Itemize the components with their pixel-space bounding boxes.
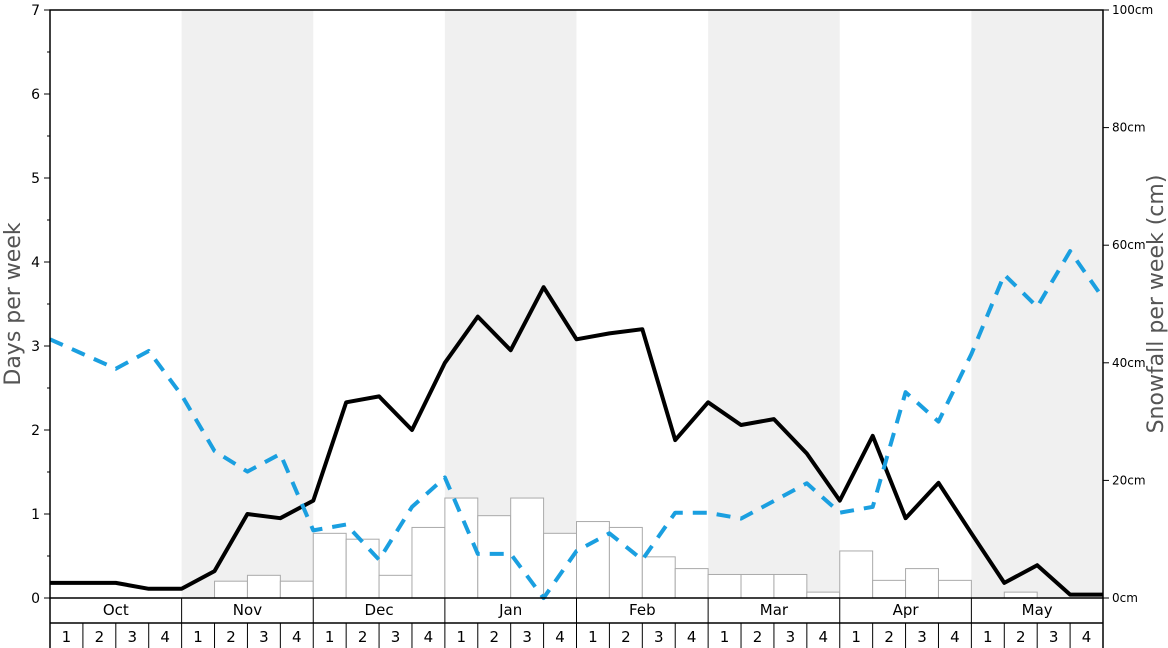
week-label: 2 (358, 628, 368, 646)
chart-lines (49, 249, 1105, 600)
snow-bar (246, 574, 281, 599)
snow-days-bars (214, 497, 1038, 599)
left-tick-label: 5 (31, 171, 40, 187)
month-label: Jan (498, 601, 522, 619)
right-tick-label: 20cm (1112, 473, 1146, 487)
month-band (971, 10, 1103, 598)
week-label: 3 (786, 628, 796, 646)
snow-bar (641, 556, 676, 599)
week-label: 4 (424, 628, 434, 646)
week-label: 2 (753, 628, 763, 646)
week-label: 4 (292, 628, 302, 646)
week-label: 2 (884, 628, 894, 646)
week-label: 1 (720, 628, 730, 646)
right-tick-label: 100cm (1112, 3, 1153, 17)
week-label: 3 (127, 628, 137, 646)
week-label: 1 (457, 628, 467, 646)
week-label: 4 (819, 628, 829, 646)
month-label: May (1022, 601, 1053, 619)
week-label: 1 (325, 628, 335, 646)
snow-bar (312, 532, 347, 599)
snow-bar (1003, 591, 1038, 599)
week-label: 1 (851, 628, 861, 646)
snow-bar (839, 550, 874, 599)
month-label: Apr (893, 601, 920, 619)
week-label: 4 (1082, 628, 1092, 646)
month-bands (181, 10, 1103, 598)
week-label: 1 (983, 628, 993, 646)
left-axis-title: Days per week (1, 222, 26, 385)
left-tick-label: 4 (31, 255, 40, 271)
snowfall-dashed-line (49, 249, 1105, 600)
snow-bar (872, 579, 907, 599)
snow-bar (707, 573, 742, 599)
week-label: 2 (1016, 628, 1026, 646)
snow-bar (905, 568, 939, 599)
snow-bar (444, 497, 479, 599)
week-label: 4 (950, 628, 960, 646)
month-label: Nov (233, 601, 262, 619)
week-label: 4 (555, 628, 565, 646)
days-solid-line (50, 285, 1103, 597)
snow-bar (543, 532, 577, 599)
left-tick-label: 6 (31, 87, 40, 103)
month-band (708, 10, 840, 598)
snow-bar (576, 521, 610, 599)
right-tick-label: 0cm (1112, 591, 1138, 605)
right-axis: 0cm 20cm 40cm 60cm 80cm 100cm (1103, 3, 1153, 605)
snow-bar (773, 573, 808, 599)
left-tick-label: 2 (31, 423, 40, 439)
snow-bar (674, 568, 709, 599)
snow-bar (740, 573, 775, 599)
snow-bar (378, 574, 413, 599)
month-band (181, 10, 314, 598)
snow-bar (214, 580, 248, 599)
month-label: Feb (629, 601, 656, 619)
week-label: 3 (1049, 628, 1059, 646)
left-tick-label: 1 (31, 507, 40, 523)
week-label: 2 (226, 628, 236, 646)
right-tick-label: 80cm (1112, 121, 1146, 135)
week-label: 3 (259, 628, 269, 646)
month-label: Dec (365, 601, 394, 619)
month-week-axis: Oct Nov Dec Jan Feb Mar Apr May 1 2 3 4 1 2 3 4 1 2 3 4 1 2 3 4… (49, 598, 1104, 648)
snow-bar (411, 526, 446, 599)
left-tick-label: 3 (31, 339, 40, 355)
week-label: 3 (917, 628, 927, 646)
month-label: Mar (760, 601, 789, 619)
week-label: 4 (687, 628, 697, 646)
snow-bar (345, 538, 380, 599)
week-label: 4 (160, 628, 170, 646)
left-tick-label: 0 (31, 591, 40, 607)
snow-bar (477, 515, 512, 599)
month-label: Oct (103, 601, 129, 619)
week-label: 1 (193, 628, 203, 646)
snow-bar (937, 579, 972, 599)
week-label: 1 (62, 628, 72, 646)
week-label: 3 (522, 628, 532, 646)
right-axis-title: Snowfall per week (cm) (1144, 175, 1168, 434)
snow-bar (806, 591, 841, 599)
left-tick-label: 7 (31, 3, 40, 19)
snow-bar (510, 497, 545, 599)
right-tick-label: 40cm (1112, 356, 1146, 370)
week-label: 2 (489, 628, 499, 646)
week-label: 2 (621, 628, 631, 646)
week-label: 3 (654, 628, 664, 646)
right-tick-label: 60cm (1112, 238, 1146, 252)
week-label: 1 (588, 628, 598, 646)
week-label: 3 (391, 628, 401, 646)
left-axis: 0 1 2 3 4 5 6 7 (31, 3, 50, 607)
snow-bar (279, 580, 314, 599)
week-label: 2 (95, 628, 105, 646)
